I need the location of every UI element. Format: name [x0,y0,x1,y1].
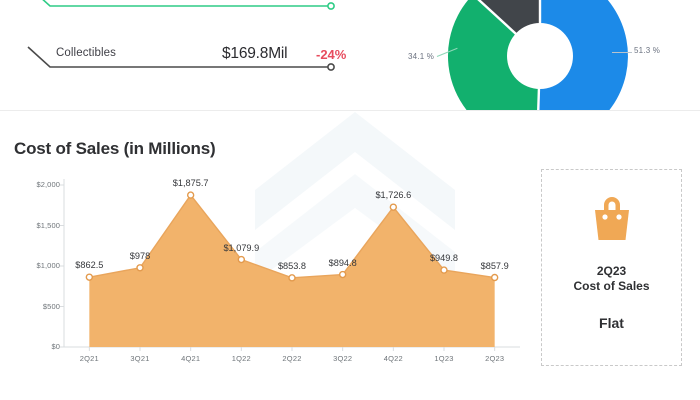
x-axis-tick-label: 4Q21 [181,354,201,363]
donut-label-blue: 51.3 % [634,46,661,55]
card-status: Flat [599,314,624,331]
category-row-software: Software $597.6Mil +25% [0,0,420,24]
x-axis-tick-label: 1Q22 [231,354,251,363]
card-period: 2Q23 [596,264,627,278]
data-point-label: $1,726.6 [375,190,412,201]
donut-chart-svg [447,0,628,110]
data-point-label: $1,079.9 [223,242,260,253]
leader-line-collectibles [27,46,335,71]
y-axis-tick-label: $1,500 [36,220,60,230]
donut-slice-blue [538,0,628,110]
y-axis-tick-label: $2,000 [36,180,60,189]
category-row-collectibles: Collectibles $169.8Mil -24% [0,45,420,85]
x-axis-tick-label: 3Q21 [130,354,150,363]
x-axis-tick-label: 2Q23 [485,354,505,363]
data-point-markers [85,191,499,282]
y-axis-tick-label: $1,000 [36,261,60,270]
data-point-label: $894.8 [328,257,357,268]
data-point-label: $862.5 [75,260,104,271]
x-axis-tick-label: 1Q23 [434,354,454,363]
chart-title: Cost of Sales (in Millions) [14,139,216,158]
donut-label-green: 34.1 % [408,52,435,61]
category-value: $169.8Mil [222,45,288,62]
x-axis-tick-label: 3Q22 [333,354,353,363]
leader-line-software [42,0,335,10]
data-point-label: $1,875.7 [172,178,209,189]
x-axis-tick-label: 4Q22 [383,354,403,363]
category-label: Collectibles [56,47,117,59]
donut-slice-green [447,0,540,110]
area-fill [89,195,495,347]
donut-hole [507,23,573,89]
card-metric: Cost of Sales [573,279,650,294]
cost-of-sales-chart-block: Cost of Sales (in Millions) $0 $500 $1,000… [0,111,700,400]
data-point-label: $857.9 [480,260,509,271]
section-divider [0,110,700,111]
area-chart-svg [60,179,520,351]
x-axis-tick-label: 2Q21 [79,354,99,363]
category-value: $597.6Mil [222,0,288,2]
summary-card: 2Q23 Cost of Sales Flat [541,169,682,366]
category-delta: +25% [316,0,350,1]
y-axis-tick-label: $500 [42,301,60,311]
data-point-label: $949.8 [429,253,459,264]
callout-line-blue [612,52,632,53]
y-axis-tick-label: $0 [51,342,60,351]
handbag-icon [594,197,629,240]
category-delta: -24% [316,47,347,62]
data-point-label: $978 [129,250,151,261]
data-point-label: $853.8 [277,260,307,271]
donut-chart [440,0,640,110]
x-axis-tick-label: 2Q22 [282,354,302,363]
top-summary-panel: Software $597.6Mil +25% Collectibles $16… [0,0,700,110]
area-chart-plot: $0 $500 $1,000 $1,500 $2,000 2Q21 3Q21 4Q21 1Q2… [14,171,526,371]
